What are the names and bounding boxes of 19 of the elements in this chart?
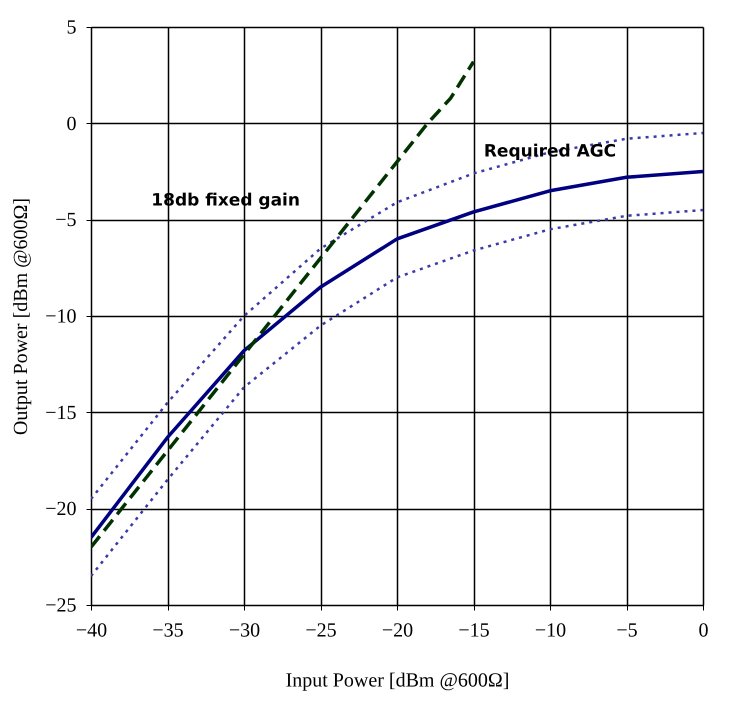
y-tick-label: −5: [55, 209, 76, 232]
x-tick-label: −15: [458, 620, 490, 642]
x-axis-title: Input Power [dBm @600Ω]: [286, 670, 510, 692]
x-tick-label: −20: [382, 620, 414, 642]
x-tick-label: −25: [305, 620, 337, 642]
x-tick-label: −5: [616, 620, 638, 642]
y-tick-label: −15: [45, 402, 76, 424]
x-tick-label: −35: [152, 620, 184, 642]
y-tick-label: −25: [45, 594, 76, 616]
y-tick-label: 5: [66, 16, 76, 38]
y-tick-label: −10: [45, 306, 76, 328]
y-tick-label: −20: [45, 498, 76, 520]
x-tick-label: 0: [698, 620, 708, 642]
x-tick-label: −40: [76, 620, 108, 642]
y-tick-label: 0: [66, 112, 76, 135]
y-axis-title: Output Power [dBm @600Ω]: [10, 198, 32, 436]
line-series: [91, 60, 476, 549]
x-tick-label: −30: [228, 620, 260, 642]
x-tick-label: −10: [534, 620, 566, 642]
